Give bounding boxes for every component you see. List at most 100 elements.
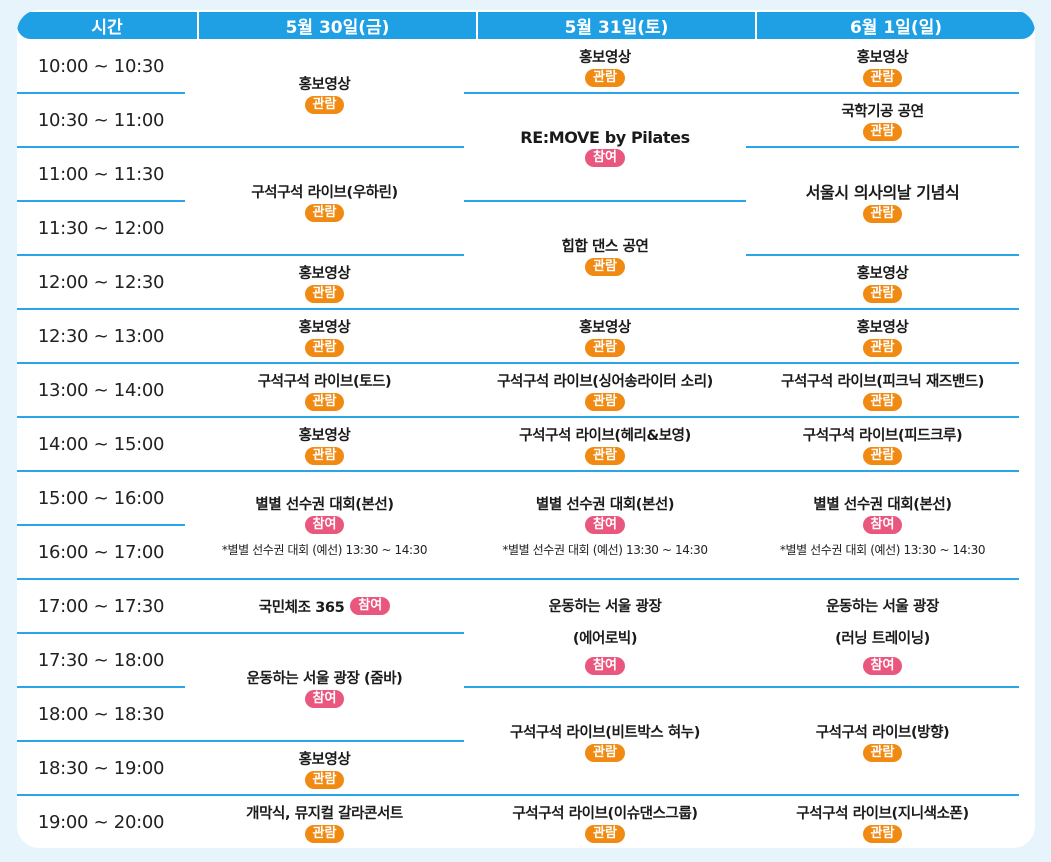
- event-fri-promo-1200: 홍보영상 관람: [185, 256, 464, 308]
- time-slot: 18:00 ~ 18:30: [37, 703, 165, 725]
- event-sun-promo-1200: 홍보영상 관람: [746, 256, 1019, 308]
- divider: [185, 308, 464, 310]
- event-sat-live-henry: 구석구석 라이브(헤리&보영) 관람: [464, 418, 746, 470]
- time-slot: 10:00 ~ 10:30: [37, 55, 165, 77]
- event-fri-zumba: 운동하는 서울 광장 (줌바) 참여: [185, 634, 464, 740]
- time-slot: 13:00 ~ 14:00: [37, 379, 165, 401]
- divider: [746, 686, 1019, 688]
- watch-badge: 관람: [304, 338, 345, 357]
- divider: [746, 308, 1019, 310]
- event-title: 운동하는 서울 광장: [548, 599, 662, 615]
- join-badge: 참여: [862, 515, 903, 534]
- event-title: 구석구석 라이브(이슈댄스그룹): [512, 805, 698, 822]
- divider: [17, 740, 185, 742]
- divider: [17, 470, 185, 472]
- divider: [185, 578, 464, 580]
- event-title: 구석구석 라이브(비트박스 혀누): [510, 724, 700, 741]
- divider: [185, 254, 464, 256]
- watch-badge: 관람: [862, 392, 903, 411]
- event-title: 홍보영상: [298, 427, 351, 444]
- event-title: 구석구석 라이브(피드크루): [802, 427, 963, 444]
- divider: [464, 92, 746, 94]
- divider: [464, 200, 746, 202]
- event-title: 홍보영상: [579, 319, 631, 336]
- event-subtitle: (에어로빅): [572, 631, 638, 647]
- event-fri-promo-1230: 홍보영상 관람: [185, 310, 464, 362]
- time-slot: 12:00 ~ 12:30: [37, 271, 165, 293]
- event-title: 운동하는 서울 광장: [826, 599, 939, 615]
- time-slot: 12:30 ~ 13:00: [37, 325, 165, 347]
- divider: [185, 362, 464, 364]
- divider: [185, 146, 464, 148]
- divider: [17, 686, 185, 688]
- event-sun-gukhak: 국학기공 공연 관람: [746, 94, 1019, 146]
- watch-badge: 관람: [585, 824, 625, 843]
- watch-badge: 관람: [585, 392, 625, 411]
- event-sun-byeolbyeol: 별별 선수권 대회(본선) 참여 *별별 선수권 대회 (예선) 13:30 ~…: [746, 472, 1019, 578]
- event-sun-doctors-day: 서울시 의사의날 기념식 관람: [746, 148, 1019, 254]
- event-title: 홍보영상: [298, 265, 351, 282]
- event-sun-live-jini: 구석구석 라이브(지니색소폰) 관람: [746, 796, 1019, 848]
- watch-badge: 관람: [304, 446, 345, 465]
- divider: [746, 146, 1019, 148]
- time-slot: 18:30 ~ 19:00: [37, 757, 165, 779]
- divider: [464, 578, 746, 580]
- event-sat-live-beatbox: 구석구석 라이브(비트박스 혀누) 관람: [464, 688, 746, 794]
- divider: [17, 308, 185, 310]
- event-title: 홍보영상: [298, 319, 351, 336]
- event-sat-remove-pilates: RE:MOVE by Pilates 참여: [464, 94, 746, 200]
- header-day-sat: 5월 31일(토): [478, 12, 755, 39]
- divider: [464, 470, 746, 472]
- divider: [17, 524, 185, 526]
- divider: [185, 470, 464, 472]
- divider: [464, 308, 746, 310]
- watch-badge: 관람: [304, 284, 345, 303]
- watch-badge: 관람: [585, 257, 625, 276]
- event-fri-live-toad: 구석구석 라이브(토드) 관람: [185, 364, 464, 416]
- event-sat-live-issue: 구석구석 라이브(이슈댄스그룹) 관람: [464, 796, 746, 848]
- watch-badge: 관람: [862, 338, 903, 357]
- event-title: 국학기공 공연: [841, 103, 924, 120]
- join-badge: 참여: [304, 689, 345, 708]
- divider: [746, 362, 1019, 364]
- event-fri-opening: 개막식, 뮤지컬 갈라콘서트 관람: [185, 796, 464, 848]
- time-slot: 11:30 ~ 12:00: [37, 217, 165, 239]
- divider: [17, 794, 185, 796]
- join-badge: 참여: [585, 657, 625, 675]
- event-fri-byeolbyeol: 별별 선수권 대회(본선) 참여 *별별 선수권 대회 (예선) 13:30 ~…: [185, 472, 464, 578]
- divider: [464, 686, 746, 688]
- event-title: 홍보영상: [856, 49, 909, 66]
- time-slot: 16:00 ~ 17:00: [37, 541, 165, 563]
- time-slot: 15:00 ~ 16:00: [37, 487, 165, 509]
- join-badge: 참여: [862, 657, 903, 675]
- join-badge: 참여: [350, 597, 391, 615]
- divider: [185, 794, 464, 796]
- event-title: 홍보영상: [298, 76, 351, 93]
- event-title: 개막식, 뮤지컬 갈라콘서트: [246, 805, 403, 822]
- divider: [746, 416, 1019, 418]
- time-slot: 11:00 ~ 11:30: [37, 163, 165, 185]
- join-badge: 참여: [304, 515, 345, 534]
- event-title: 서울시 의사의날 기념식: [805, 183, 960, 202]
- event-fri-promo-1400: 홍보영상 관람: [185, 418, 464, 470]
- watch-badge: 관람: [585, 446, 625, 465]
- event-subtitle: (러닝 트레이닝): [835, 631, 930, 647]
- event-sun-live-picnic: 구석구석 라이브(피크닉 재즈밴드) 관람: [746, 364, 1019, 416]
- watch-badge: 관람: [862, 446, 903, 465]
- watch-badge: 관람: [304, 770, 345, 789]
- join-badge: 참여: [585, 515, 625, 534]
- watch-badge: 관람: [304, 392, 345, 411]
- divider: [17, 632, 185, 634]
- divider: [17, 146, 185, 148]
- event-title: 홍보영상: [856, 319, 909, 336]
- time-slot: 17:00 ~ 17:30: [37, 595, 165, 617]
- divider: [185, 740, 464, 742]
- watch-badge: 관람: [304, 95, 345, 114]
- watch-badge: 관람: [585, 743, 625, 762]
- watch-badge: 관람: [304, 824, 345, 843]
- event-sat-byeolbyeol: 별별 선수권 대회(본선) 참여 *별별 선수권 대회 (예선) 13:30 ~…: [464, 472, 746, 578]
- event-title: 구석구석 라이브(우하린): [251, 184, 398, 201]
- watch-badge: 관람: [862, 284, 903, 303]
- header-time: 시간: [17, 12, 197, 39]
- event-fri-live-woohalin: 구석구석 라이브(우하린) 관람: [185, 148, 464, 254]
